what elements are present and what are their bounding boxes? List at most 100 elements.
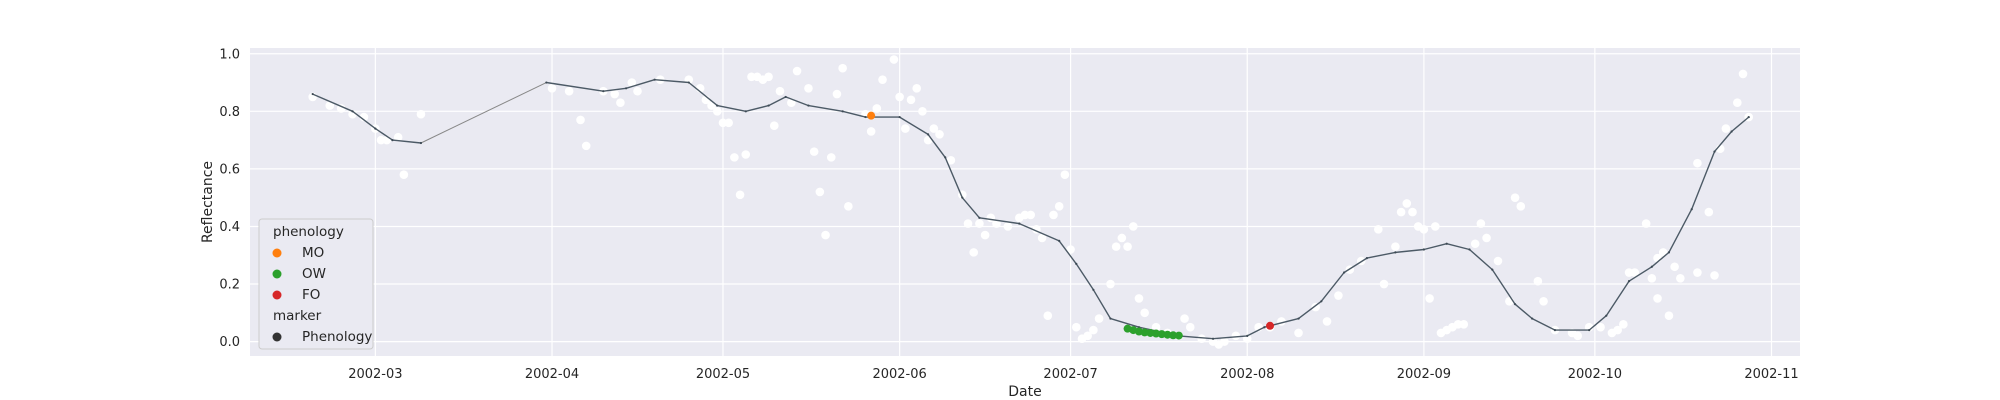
phenology-point-mo xyxy=(867,111,876,120)
x-tick-label: 2002-07 xyxy=(1043,367,1097,382)
observation-point xyxy=(416,109,426,119)
observation-point xyxy=(1054,202,1064,211)
observation-point xyxy=(1425,294,1434,303)
x-tick-label: 2002-09 xyxy=(1397,367,1451,382)
smooth-point xyxy=(1263,326,1266,329)
observation-point xyxy=(1094,314,1104,323)
observation-point xyxy=(1693,158,1702,168)
legend-marker-ow xyxy=(272,269,282,279)
observation-point xyxy=(1026,210,1035,220)
smooth-point xyxy=(1365,257,1369,260)
observation-point xyxy=(741,150,751,159)
x-tick-label: 2002-10 xyxy=(1568,367,1622,382)
smooth-point xyxy=(1092,288,1095,291)
observation-point xyxy=(1322,317,1332,326)
observation-point xyxy=(1619,320,1628,329)
observation-point xyxy=(809,147,819,156)
smooth-point xyxy=(1109,317,1112,320)
gap-lines xyxy=(420,82,547,144)
observation-point xyxy=(1573,331,1583,341)
smooth-point xyxy=(1605,314,1608,317)
observation-point xyxy=(1123,242,1132,251)
y-tick-label: 0.6 xyxy=(219,162,240,177)
x-tick-label: 2002-04 xyxy=(525,367,579,382)
observation-point xyxy=(1083,331,1092,341)
observation-point xyxy=(1596,322,1605,332)
observation-point xyxy=(1049,210,1058,220)
smooth-point xyxy=(716,104,719,107)
observation-point xyxy=(889,55,899,64)
observation-point xyxy=(325,101,335,110)
observation-point xyxy=(878,75,887,84)
smooth-point xyxy=(1491,268,1494,271)
gap-line xyxy=(420,82,547,144)
observation-point xyxy=(1220,337,1229,346)
phenology-point-ow xyxy=(1174,331,1183,340)
legend-marker-phenology xyxy=(272,332,282,342)
smooth-point xyxy=(1422,248,1425,251)
legend-label-fo: FO xyxy=(302,287,320,303)
smooth-point xyxy=(944,156,947,159)
smooth-point xyxy=(841,110,844,113)
observation-point xyxy=(1089,325,1098,335)
observation-point xyxy=(724,118,733,128)
observation-point xyxy=(1721,124,1731,133)
observation-point xyxy=(730,153,739,162)
observation-point xyxy=(1111,242,1121,251)
x-tick-label: 2002-05 xyxy=(696,367,750,382)
smooth-point xyxy=(1211,337,1215,340)
observation-point xyxy=(1641,219,1651,228)
observation-point xyxy=(1704,207,1714,217)
smooth-point xyxy=(351,110,354,113)
y-tick-label: 1.0 xyxy=(219,47,240,62)
smooth-point xyxy=(978,216,981,219)
observation-point xyxy=(1476,219,1486,228)
observation-point xyxy=(1117,233,1127,243)
observation-point xyxy=(918,107,927,116)
legend-label-mo: MO xyxy=(302,245,324,261)
y-tick-label: 0.0 xyxy=(219,335,240,350)
observation-point xyxy=(1140,308,1149,318)
observation-point xyxy=(1231,331,1241,341)
observation-point xyxy=(1134,294,1144,303)
smooth-point xyxy=(1058,239,1061,242)
observation-point xyxy=(1613,325,1622,335)
smooth-point xyxy=(1468,248,1471,251)
observation-point xyxy=(581,141,591,151)
smooth-point xyxy=(1690,208,1693,211)
observation-point xyxy=(1482,233,1491,243)
observation-point xyxy=(336,104,346,113)
smooth-point xyxy=(1297,317,1300,320)
observation-point xyxy=(382,135,392,145)
observation-point xyxy=(1043,311,1053,321)
observation-point xyxy=(815,187,825,197)
observation-points xyxy=(308,55,1754,349)
x-axis-label: Date xyxy=(1008,384,1041,400)
smooth-point xyxy=(1320,300,1323,303)
observation-point xyxy=(1516,202,1526,211)
observation-point xyxy=(633,86,642,96)
legend-marker-fo xyxy=(272,290,282,300)
observation-point xyxy=(1676,273,1685,283)
observation-point xyxy=(872,104,882,113)
observation-point xyxy=(1197,334,1206,344)
smooth-point xyxy=(391,139,394,142)
smooth-point xyxy=(1747,115,1750,119)
observation-point xyxy=(832,89,842,99)
observation-point xyxy=(1379,279,1389,289)
observation-point xyxy=(1430,222,1440,231)
observation-point xyxy=(616,98,625,107)
observation-point xyxy=(769,121,779,131)
legend-title-phenology: phenology xyxy=(273,224,344,240)
observation-point xyxy=(1003,222,1013,231)
observation-point xyxy=(821,230,830,240)
observation-point xyxy=(1670,262,1679,272)
y-tick-label: 0.2 xyxy=(219,278,240,293)
observation-point xyxy=(1180,314,1189,323)
smooth-point xyxy=(1667,251,1671,254)
observation-point xyxy=(1391,242,1400,251)
smooth-point xyxy=(602,90,605,93)
smooth-point xyxy=(1246,334,1249,337)
smooth-point xyxy=(807,104,810,107)
